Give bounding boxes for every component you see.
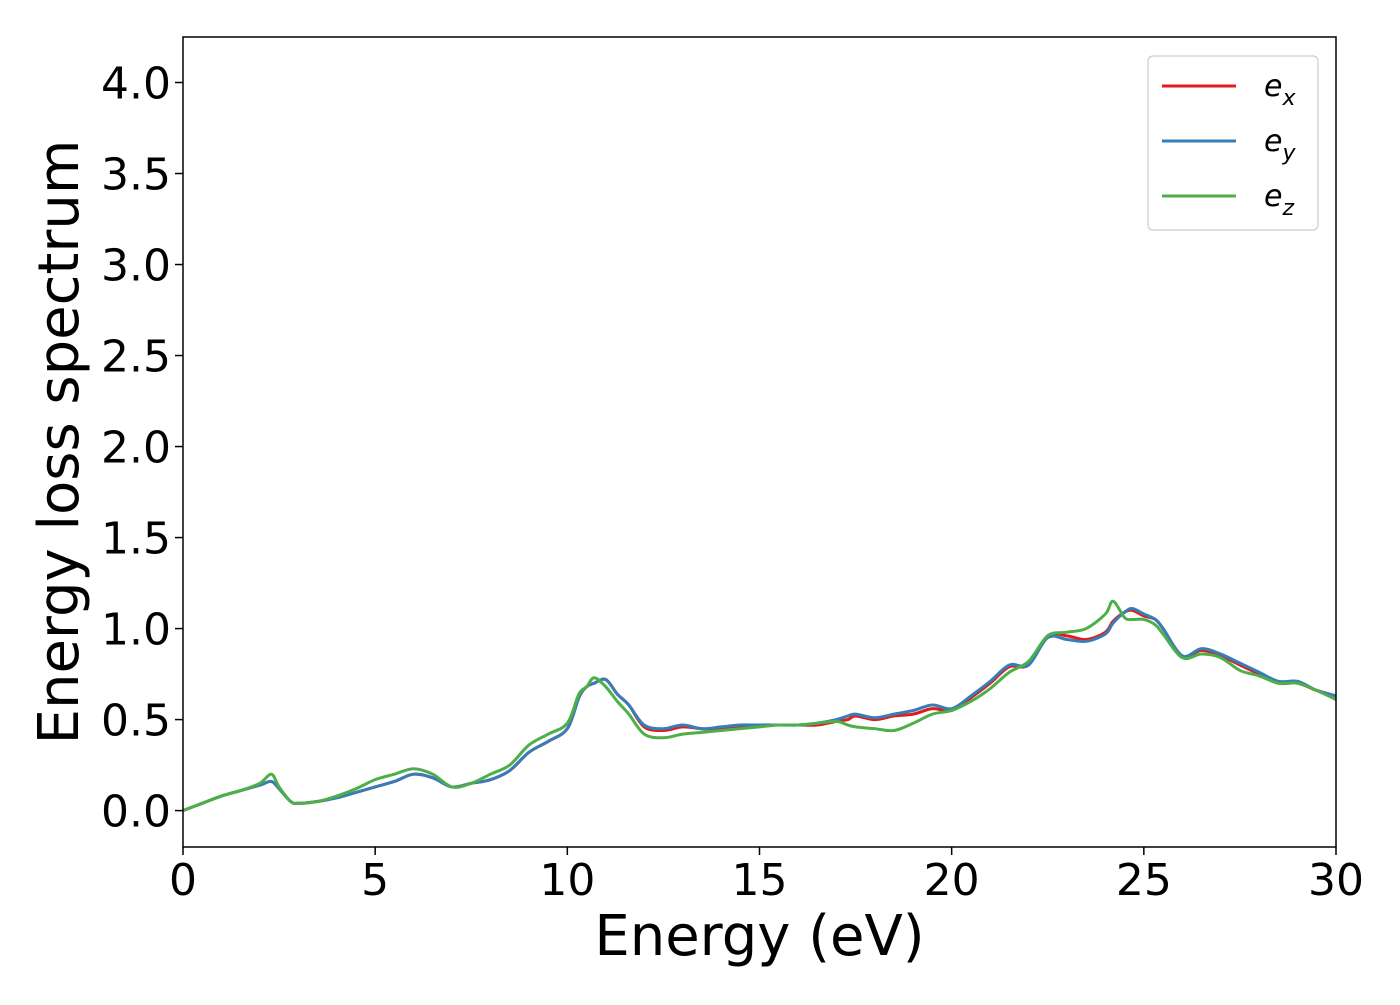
y-tick-label: 2.5 [101,332,171,383]
y-tick-label: 0.0 [101,787,171,838]
x-tick-label: 25 [1116,855,1172,906]
series-line-z [183,599,1336,813]
legend-label-y: ey [1264,124,1296,166]
y-tick-label: 4.0 [101,59,171,110]
y-tick-label: 0.5 [101,696,171,747]
x-tick-label: 0 [169,855,197,906]
legend-label-x: ex [1264,69,1296,111]
legend: ex ey ez [1147,55,1319,231]
y-tick-label: 3.5 [101,150,171,201]
y-axis-ticks: 0.0 0.5 1.0 1.5 2.0 2.5 3.0 3.5 4.0 [101,59,183,838]
series-line-x [183,608,1336,813]
y-tick-label: 1.0 [101,605,171,656]
x-tick-label: 30 [1308,855,1364,906]
plot-area [183,599,1336,813]
y-tick-label: 3.0 [101,241,171,292]
x-tick-label: 15 [732,855,788,906]
y-axis-title: Energy loss spectrum [27,140,92,745]
y-tick-label: 1.5 [101,514,171,565]
x-axis-title: Energy (eV) [594,904,924,969]
x-axis-ticks: 0 5 10 15 20 25 30 [169,847,1364,906]
x-tick-label: 5 [361,855,389,906]
legend-box [1147,55,1319,231]
x-tick-label: 10 [539,855,595,906]
x-tick-label: 20 [924,855,980,906]
series-line-y [183,607,1336,813]
legend-label-z: ez [1264,179,1294,221]
y-tick-label: 2.0 [101,423,171,474]
